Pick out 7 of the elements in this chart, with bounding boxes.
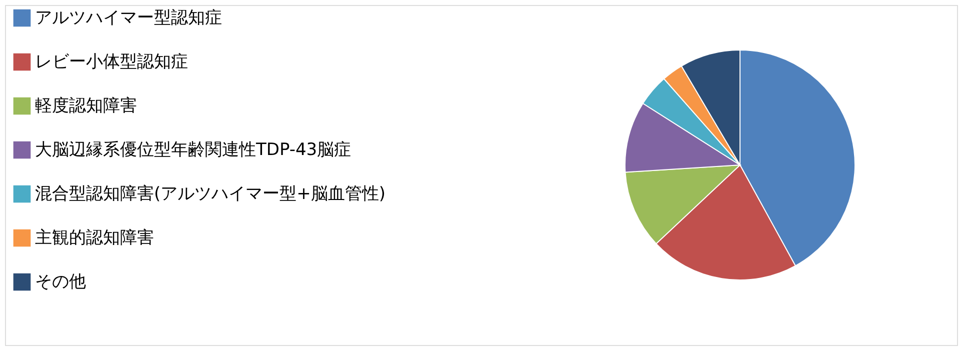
legend-label: 軽度認知障害 (35, 96, 137, 116)
legend-label: レビー小体型認知症 (35, 52, 188, 72)
legend-label: 主観的認知障害 (35, 228, 154, 248)
legend-label: アルツハイマー型認知症 (35, 8, 222, 28)
legend-label: 混合型認知障害(アルツハイマー型+脳血管性) (35, 184, 386, 204)
legend-label: その他 (35, 272, 86, 292)
legend-label: 大脳辺縁系優位型年齢関連性TDP-43脳症 (35, 140, 352, 160)
